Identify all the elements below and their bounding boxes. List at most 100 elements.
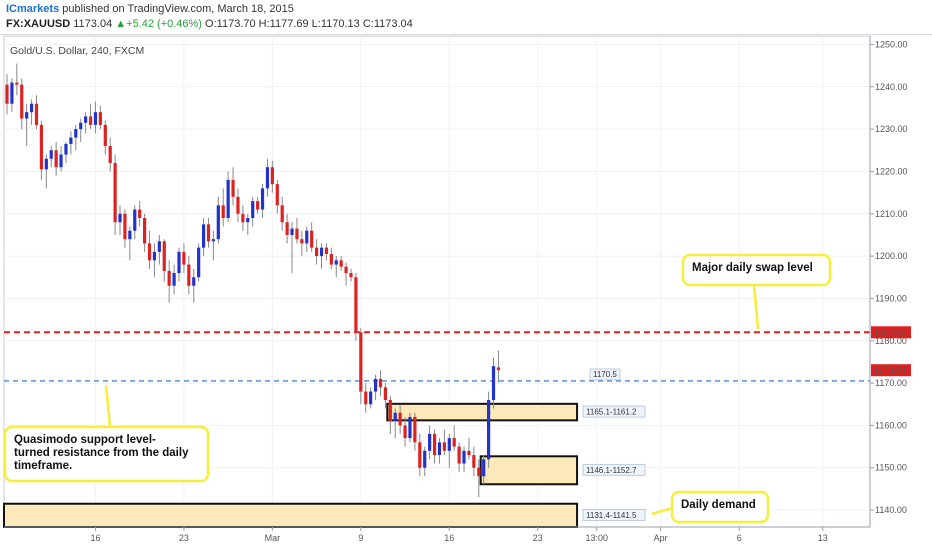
annotation-swap-box <box>681 253 832 287</box>
candle-body <box>457 446 461 464</box>
level-label: 1170.5 <box>593 370 617 379</box>
candle-body <box>260 188 265 210</box>
candle-body <box>157 241 161 252</box>
candle-body <box>241 213 245 223</box>
x-tick-label: 13:00 <box>585 533 608 543</box>
candle-body <box>369 391 373 405</box>
candle-body <box>197 247 201 278</box>
chart-header: ICmarkets published on TradingView.com, … <box>0 0 932 35</box>
level-axis-label: 1182.00 <box>874 327 906 337</box>
candle-body <box>138 209 142 219</box>
symbol-label[interactable]: FX:XAUUSD <box>6 18 71 30</box>
candle-body <box>69 137 73 144</box>
zone-label: 1146.1-1152.7 <box>586 466 637 475</box>
candle-body <box>467 450 471 456</box>
candle-body <box>5 84 9 104</box>
axes: 1140.00 1150.00 1160.00 1170.00 1180.00 1190.… <box>4 36 908 543</box>
y-tick-label: 1200.00 <box>875 251 908 261</box>
publisher-name[interactable]: ICmarkets <box>6 3 60 15</box>
change-value: +5.42 (+0.46%) <box>126 18 202 30</box>
candle-body <box>393 412 397 422</box>
x-tick-label: 23 <box>179 533 189 543</box>
x-tick-label: 16 <box>444 533 454 543</box>
annotation-swap-pointer <box>752 284 760 330</box>
supply-demand-zones: 1165.1-1161.2 1146.1-1152.7 1131.4-1141.5 <box>3 402 646 528</box>
candle-body <box>216 205 220 240</box>
y-tick-label: 1240.00 <box>875 82 908 92</box>
candle-body <box>447 438 451 451</box>
candle-body <box>113 162 117 223</box>
candle-body <box>462 450 466 464</box>
candle-body <box>408 416 412 439</box>
y-tick-label: 1230.00 <box>875 124 908 134</box>
candle-body <box>226 179 230 219</box>
annotation-demand-pointer <box>651 506 673 516</box>
candle-body <box>118 213 122 223</box>
candle-body <box>25 112 29 119</box>
candle-body <box>295 228 299 240</box>
candle-body <box>251 201 255 219</box>
x-tick-label: 23 <box>533 533 543 543</box>
level-axis-tag <box>871 326 911 339</box>
candle-body <box>344 266 348 274</box>
x-tick-label: 6 <box>737 533 742 543</box>
published-text: published on TradingView.com, March 18, … <box>62 3 294 15</box>
candle-body <box>162 241 166 271</box>
candle-body <box>300 239 304 244</box>
candle-body <box>103 124 107 147</box>
candlestick-series <box>5 63 501 498</box>
candle-body <box>79 122 83 130</box>
candle-body <box>59 154 63 168</box>
candle-body <box>319 247 324 257</box>
annotation-quasimodo-text: Quasimodo support level- <box>14 434 156 446</box>
zone-rect <box>386 402 579 422</box>
candle-body <box>418 442 422 468</box>
candle-body <box>172 273 176 286</box>
zone-label-box <box>582 405 646 418</box>
y-tick-label: 1220.00 <box>875 166 908 176</box>
y-tick-label: 1250.00 <box>875 39 908 49</box>
candle-body <box>192 277 196 286</box>
annotations: Major daily swap level Quasimodo support … <box>3 253 832 524</box>
x-tick-label: Mar <box>265 533 281 543</box>
candle-body <box>388 400 392 422</box>
annotation-quasimodo-text: timeframe. <box>14 460 72 472</box>
candle-body <box>187 264 191 286</box>
candle-body <box>64 143 68 155</box>
candle-body <box>211 239 215 242</box>
candle-body <box>472 455 476 468</box>
candle-body <box>378 378 383 388</box>
candle-body <box>231 179 235 197</box>
candle-body <box>383 387 387 401</box>
candle-body <box>280 205 284 223</box>
price-levels: 1182.00 1170.5 1173.04 <box>4 326 911 382</box>
candle-body <box>403 425 407 439</box>
candle-body <box>324 247 329 254</box>
candle-body <box>452 438 456 447</box>
candle-body <box>477 467 481 477</box>
candle-body <box>334 260 338 265</box>
candle-body <box>349 273 353 278</box>
zone-rect <box>3 502 579 528</box>
candle-body <box>88 116 93 125</box>
candle-body <box>201 224 206 248</box>
candle-body <box>133 209 137 231</box>
annotation-quasimodo-text: turned resistance from the daily <box>14 447 189 459</box>
candle-body <box>147 243 152 261</box>
level-label-box <box>589 368 621 381</box>
candle-body <box>290 228 294 235</box>
candle-body <box>432 433 437 456</box>
candle-body <box>487 400 491 460</box>
candle-body <box>123 213 127 240</box>
candle-body <box>39 124 43 170</box>
y-tick-label: 1210.00 <box>875 209 908 219</box>
candle-body <box>482 459 486 477</box>
candle-body <box>246 218 250 223</box>
candle-body <box>236 196 240 214</box>
x-tick-label: 13 <box>818 533 828 543</box>
annotation-swap-text: Major daily swap level <box>692 262 813 274</box>
publish-line: ICmarkets published on TradingView.com, … <box>6 3 294 15</box>
candle-body <box>373 378 378 392</box>
last-price-tag <box>871 364 911 377</box>
